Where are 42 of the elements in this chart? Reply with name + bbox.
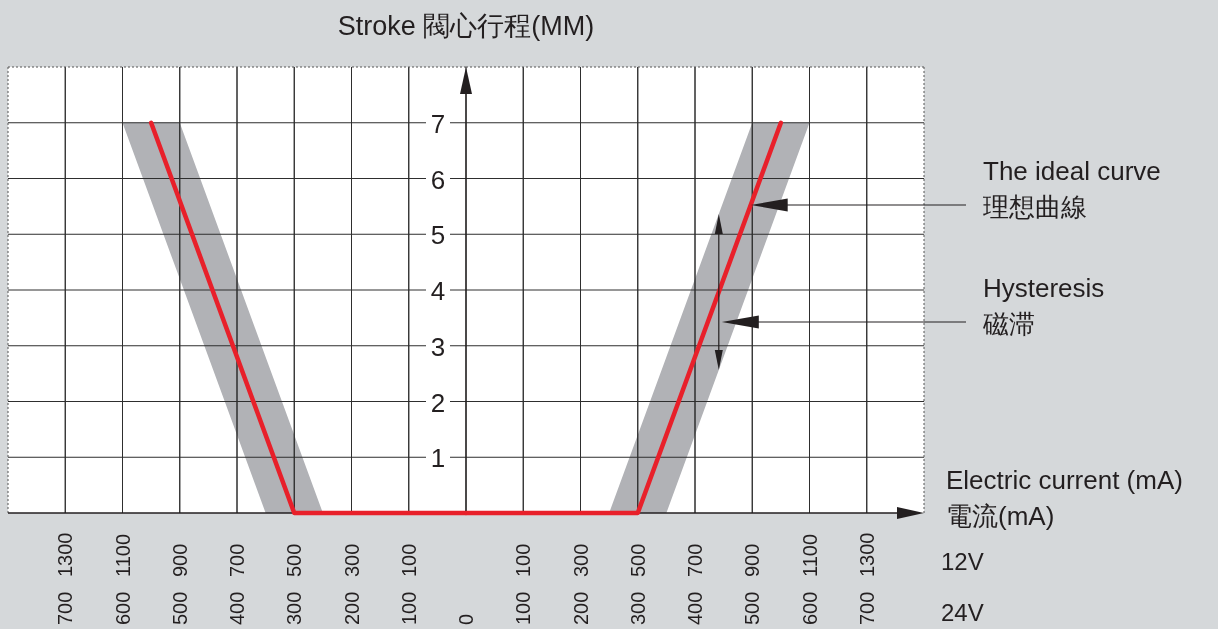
y-tick-label: 4 [430, 276, 446, 306]
x-tick-label: 400 [684, 591, 706, 625]
text: Hysteresis 磁滞 [982, 273, 1105, 339]
x2-tick-label: 1300 [54, 532, 77, 577]
x2-tick-label: 1300 [855, 532, 878, 577]
x2-tick-label: 1100 [798, 533, 821, 577]
x-tick-label: 700 [54, 591, 77, 625]
y-axis-title: Stroke 閥心行程(MM) [337, 11, 595, 41]
x-tick-label: 200 [569, 591, 592, 625]
x2-tick-label: 900 [741, 543, 764, 577]
x-tick-label: 0 [455, 613, 477, 625]
text: The ideal curve 理想曲線 [983, 156, 1161, 222]
text: 12V [941, 547, 984, 575]
x2-tick-label: 900 [168, 543, 191, 577]
x-tick-label: 100 [512, 591, 535, 625]
x-tick-label: 200 [340, 591, 363, 625]
x2-tick-label: 100 [397, 543, 420, 577]
x2-tick-label: 700 [226, 543, 248, 577]
x-tick-label: 300 [626, 591, 649, 625]
x2-tick-label: 100 [512, 543, 535, 577]
x2-tick-label: 500 [626, 543, 649, 577]
x2-tick-label: 500 [283, 543, 306, 577]
x-axis-title: Electric current (mA) 電流(mA) [946, 465, 1183, 531]
y-tick-label: 6 [430, 164, 446, 195]
x2-tick-label: 700 [684, 543, 706, 577]
x2-tick-label: 1100 [111, 533, 134, 577]
x-tick-label: 500 [741, 591, 764, 625]
x-tick-label: 600 [798, 591, 821, 625]
x-tick-label: 300 [283, 591, 306, 625]
x-tick-label: 600 [111, 591, 134, 625]
x-tick-label: 400 [226, 591, 248, 625]
y-tick-label: 2 [430, 387, 446, 418]
text: 24V [941, 598, 984, 626]
y-tick-label: 7 [430, 108, 446, 139]
y-tick-label: 3 [430, 331, 446, 362]
y-tick-label: 1 [430, 443, 446, 474]
x-tick-label: 700 [855, 591, 878, 625]
x2-tick-label: 300 [340, 543, 363, 577]
y-tick-label: 5 [430, 220, 446, 251]
x2-tick-label: 300 [569, 543, 592, 577]
x-tick-label: 100 [397, 591, 420, 625]
x-tick-label: 500 [168, 591, 191, 625]
